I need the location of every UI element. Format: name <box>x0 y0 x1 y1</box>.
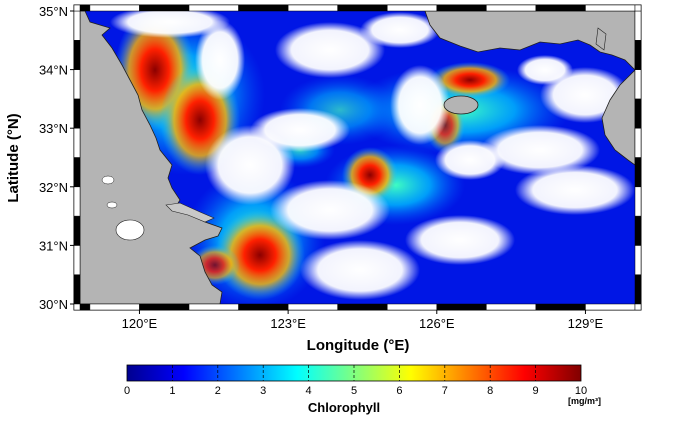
land-chongming-island <box>165 202 215 223</box>
frame-corner <box>634 303 642 311</box>
land-korea <box>424 11 635 71</box>
frame-segment-right <box>634 127 642 158</box>
colorbar-title: Chlorophyll <box>308 400 380 415</box>
land-china-mainland <box>80 11 223 304</box>
colorbar-tick-label: 0 <box>124 385 130 397</box>
y-tick-label: 31°N <box>39 238 68 253</box>
frame-segment-top <box>287 4 338 12</box>
frame-segment-bottom <box>139 303 190 311</box>
frame-corner <box>73 4 81 12</box>
frame-segment-left <box>73 157 81 188</box>
frame-segment-bottom <box>585 303 636 311</box>
frame-segment-bottom <box>386 303 438 311</box>
frame-segment-top <box>89 4 140 12</box>
frame-segment-left <box>73 215 81 246</box>
frame-segment-bottom <box>337 303 388 311</box>
x-tick-label: 123°E <box>270 316 306 331</box>
frame-segment-left <box>73 274 81 305</box>
frame-segment-left <box>73 40 81 70</box>
frame-segment-bottom <box>238 303 289 311</box>
frame-segment-top <box>436 4 487 12</box>
frame-segment-left <box>73 245 81 275</box>
colorbar-tick-label: 4 <box>306 385 312 397</box>
frame-segment-top <box>238 4 289 12</box>
x-axis: 120°E 123°E 126°E 129°E <box>122 310 604 331</box>
lake-water-2 <box>101 175 115 185</box>
colorbar-tick-label: 5 <box>351 385 357 397</box>
x-tick-label: 129°E <box>568 316 604 331</box>
land-tsushima <box>595 27 607 51</box>
cloud-mask <box>110 11 635 300</box>
lake-water-3 <box>106 201 118 209</box>
x-axis-title: Longitude (°E) <box>307 337 410 354</box>
lake-water <box>115 219 145 241</box>
frame-segment-bottom <box>486 303 537 311</box>
frame-segment-right <box>634 157 642 188</box>
frame-segment-left <box>73 186 81 217</box>
frame-segment-bottom <box>535 303 586 311</box>
land-kyushu <box>601 69 635 166</box>
y-tick-label: 32°N <box>39 180 68 195</box>
map-plot-area <box>80 11 635 304</box>
frame-segment-top <box>386 4 438 12</box>
frame-segment-right <box>634 215 642 246</box>
frame-segment-top <box>139 4 190 12</box>
frame-segment-bottom <box>188 303 239 311</box>
frame-segment-left <box>73 10 81 41</box>
colorbar-ticks: 0 1 2 3 4 5 6 7 8 9 10 <box>124 365 587 397</box>
colorbar-tick-label: 8 <box>487 385 493 397</box>
frame-segment-top <box>535 4 586 12</box>
y-tick-label: 33°N <box>39 121 68 136</box>
frame-segment-right <box>634 69 642 100</box>
map-frame <box>73 4 642 311</box>
colorbar-tick-label: 10 <box>575 385 587 397</box>
x-tick-label: 126°E <box>419 316 455 331</box>
y-tick-label: 30°N <box>39 297 68 312</box>
y-tick-label: 35°N <box>39 4 68 19</box>
frame-segment-top <box>486 4 537 12</box>
frame-segment-bottom <box>436 303 487 311</box>
frame-segment-bottom <box>79 303 91 311</box>
frame-segment-top <box>79 4 91 12</box>
colorbar-tick-label: 7 <box>442 385 448 397</box>
frame-segment-right <box>634 98 642 129</box>
frame-segment-right <box>634 245 642 275</box>
frame-segment-left <box>73 69 81 100</box>
frame-segment-right <box>634 274 642 305</box>
frame-segment-top <box>188 4 239 12</box>
land-jeju-island <box>443 95 479 115</box>
frame-segment-right <box>634 186 642 217</box>
frame-segment-top <box>585 4 636 12</box>
y-tick-label: 34°N <box>39 63 68 78</box>
frame-segment-right <box>634 40 642 70</box>
y-axis: 30°N 31°N 32°N 33°N 34°N 35°N <box>39 4 74 312</box>
frame-corner <box>73 303 81 311</box>
frame-segment-left <box>73 127 81 158</box>
colorbar-tick-label: 1 <box>169 385 175 397</box>
y-axis-title: Latitude (°N) <box>5 113 22 202</box>
frame-corner <box>634 4 642 12</box>
frame-segment-left <box>73 98 81 129</box>
colorbar-tick-label: 6 <box>396 385 402 397</box>
frame-segment-bottom <box>287 303 338 311</box>
colorbar-tick-label: 9 <box>533 385 539 397</box>
frame-segment-bottom <box>89 303 140 311</box>
x-tick-label: 120°E <box>122 316 158 331</box>
colorbar: 0 1 2 3 4 5 6 7 8 9 10 Chlorophyll [mg/m³] <box>124 364 601 415</box>
colorbar-tick-label: 2 <box>215 385 221 397</box>
frame-segment-top <box>337 4 388 12</box>
frame-segment-right <box>634 10 642 41</box>
colorbar-unit: [mg/m³] <box>568 396 601 406</box>
colorbar-tick-label: 3 <box>260 385 266 397</box>
